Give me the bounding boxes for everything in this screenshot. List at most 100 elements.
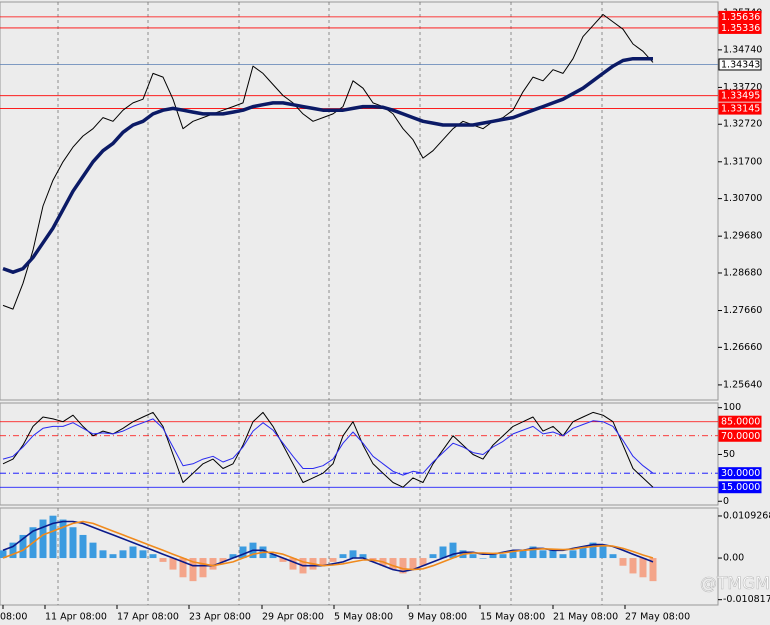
histogram-bar [399,558,407,574]
x-tick-label: 9 May 08:00 [408,612,467,623]
y-tick-label: 1.34740 [723,44,762,55]
y-tick-label: 1.32720 [723,119,762,130]
x-tick-label: 29 Apr 08:00 [262,612,324,623]
x-tick-label: 08:00 [0,612,27,623]
histogram-bar [649,558,657,582]
series-line [2,56,653,274]
level-label-box [718,58,762,71]
level-label-box [718,21,762,34]
series-line [2,418,654,476]
histogram-bar [329,558,337,562]
y-tick-label: 1.25640 [723,379,762,390]
level-label: 1.34343 [721,59,760,70]
y-tick-label: 1.31700 [723,156,762,167]
panel [0,1,719,401]
histogram-bar [489,554,497,559]
histogram-bar [129,546,137,559]
histogram-bar [319,558,327,566]
y-tick-label: -0.0108178 [723,594,770,605]
histogram-bar [39,519,47,559]
histogram-bar [289,558,297,570]
histogram-bar [99,550,107,559]
histogram-bar [339,554,347,559]
histogram-bar [389,558,397,570]
histogram-bar [539,550,547,559]
histogram-bar [499,554,507,559]
level-label-box [718,102,762,115]
histogram-bar [49,515,57,559]
x-tick-label: 27 May 08:00 [625,612,690,623]
histogram-bar [59,519,67,559]
y-tick-label: 1.26660 [723,342,762,353]
series-line [2,14,654,310]
x-tick-label: 23 Apr 08:00 [189,612,251,623]
level-label: 30.0000 [721,468,760,479]
y-tick-label: 1.29680 [723,231,762,242]
histogram-bar [429,554,437,559]
x-tick-label: 15 May 08:00 [480,612,545,623]
histogram-bar [219,558,227,562]
histogram-bar [469,554,477,559]
histogram-bar [209,558,217,570]
histogram-bar [109,554,117,559]
level-label: 1.33495 [721,91,760,102]
histogram-bar [619,558,627,566]
histogram-bar [359,554,367,559]
level-label-box [718,481,762,494]
histogram-bar [179,558,187,578]
histogram-bar [439,546,447,559]
y-tick-label: 1.28680 [723,267,762,278]
histogram-bar [409,558,417,570]
y-tick-label: 100 [723,402,741,413]
histogram-bar [609,554,617,559]
histogram-bar [559,554,567,559]
level-label: 1.33145 [721,104,760,115]
watermark: @TMGM [700,574,770,594]
histogram-bar [0,550,7,559]
level-label-box [718,89,762,102]
histogram-bar [149,554,157,559]
histogram-bar [199,558,207,578]
histogram-bar [349,550,357,559]
histogram-bar [119,550,127,559]
histogram-bar [19,534,27,559]
histogram-bar [569,550,577,559]
histogram-bar [169,558,177,570]
level-label-box [718,467,762,480]
histogram-bar [9,542,17,559]
histogram-bar [189,558,197,582]
level-label: 15.0000 [721,482,760,493]
histogram-bar [599,546,607,559]
y-tick-label: 0.0109268 [723,510,770,521]
x-tick-label: 21 May 08:00 [553,612,618,623]
histogram-bar [139,550,147,559]
y-tick-label: 1.27660 [723,305,762,316]
x-tick-label: 11 Apr 08:00 [45,612,107,623]
level-label: 70.0000 [721,431,760,442]
histogram-bar [579,546,587,559]
histogram-bar [279,558,287,562]
panel [0,402,719,506]
x-tick-label: 17 Apr 08:00 [117,612,179,623]
histogram-bar [69,527,77,559]
level-label-box [718,415,762,428]
y-tick-label: 0 [723,496,729,507]
y-tick-label: 1.33720 [723,82,762,93]
histogram-bar [589,542,597,559]
y-tick-label: 0.00 [723,553,744,564]
histogram-bar [159,558,167,562]
level-label: 1.35636 [721,12,760,23]
y-tick-label: 50 [723,449,735,460]
y-tick-label: 1.30700 [723,193,762,204]
histogram-bar [239,546,247,559]
histogram-bar [89,542,97,559]
histogram-bar [79,534,87,559]
histogram-bar [519,550,527,559]
histogram-bar [529,546,537,559]
histogram-bar [229,554,237,559]
histogram-bar [419,558,427,566]
series-line [2,520,654,571]
histogram-bar [479,558,487,559]
histogram-bar [269,554,277,559]
